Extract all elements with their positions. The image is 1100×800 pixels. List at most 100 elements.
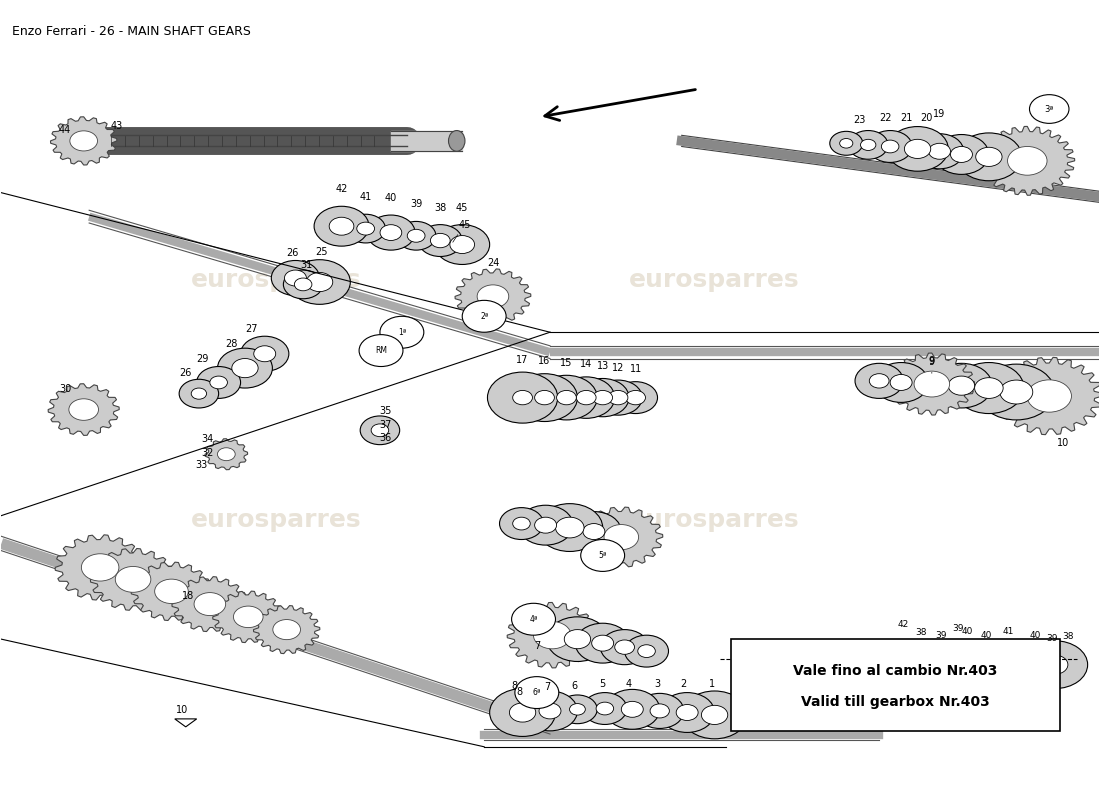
Text: 4ª: 4ª (529, 614, 538, 624)
Text: 5ª: 5ª (598, 551, 607, 560)
Circle shape (860, 139, 876, 150)
Text: eurosparres: eurosparres (190, 269, 361, 293)
Circle shape (512, 603, 556, 635)
Text: 18: 18 (182, 591, 194, 602)
Circle shape (535, 517, 557, 533)
Polygon shape (131, 562, 211, 621)
Circle shape (218, 448, 235, 461)
Circle shape (596, 702, 614, 715)
Text: Vale fino al cambio Nr.403: Vale fino al cambio Nr.403 (793, 664, 998, 678)
Circle shape (556, 517, 584, 538)
Text: 40: 40 (961, 626, 972, 635)
Text: 2: 2 (681, 679, 688, 689)
Circle shape (1008, 146, 1047, 175)
Circle shape (626, 390, 646, 405)
Circle shape (583, 523, 605, 539)
Circle shape (890, 374, 912, 390)
Circle shape (566, 512, 621, 551)
Text: 22: 22 (880, 113, 892, 123)
Circle shape (638, 645, 656, 658)
Circle shape (522, 691, 578, 731)
Circle shape (950, 146, 972, 162)
Circle shape (155, 579, 188, 603)
Circle shape (581, 539, 625, 571)
Circle shape (518, 506, 573, 545)
Text: 1ª: 1ª (398, 328, 406, 337)
Text: 23: 23 (854, 114, 866, 125)
Text: 8: 8 (516, 687, 522, 697)
Circle shape (534, 622, 571, 649)
Circle shape (379, 316, 424, 348)
Circle shape (855, 363, 903, 398)
Polygon shape (580, 507, 663, 567)
Circle shape (1000, 380, 1033, 404)
Text: 4: 4 (626, 679, 632, 689)
Circle shape (515, 677, 559, 709)
Text: eurosparres: eurosparres (629, 507, 800, 531)
Circle shape (605, 690, 660, 730)
Circle shape (191, 388, 207, 399)
Polygon shape (889, 353, 975, 415)
Circle shape (513, 390, 532, 405)
Circle shape (430, 234, 450, 248)
Circle shape (499, 508, 543, 539)
Circle shape (576, 378, 629, 417)
Circle shape (450, 235, 474, 254)
Circle shape (956, 643, 1011, 683)
Circle shape (848, 130, 888, 159)
Circle shape (593, 390, 613, 405)
Circle shape (570, 703, 585, 715)
Circle shape (975, 378, 1003, 398)
Text: 42: 42 (898, 620, 909, 630)
Polygon shape (212, 591, 284, 642)
Circle shape (949, 657, 967, 670)
Text: 3ª: 3ª (1045, 105, 1054, 114)
Circle shape (307, 273, 332, 291)
Text: 11: 11 (629, 364, 641, 374)
Circle shape (179, 379, 219, 408)
Polygon shape (55, 535, 145, 600)
Text: 39: 39 (953, 624, 964, 633)
Circle shape (272, 261, 320, 295)
Text: 9: 9 (928, 357, 935, 374)
Text: 39: 39 (1047, 634, 1058, 642)
Circle shape (232, 358, 258, 378)
Circle shape (1042, 655, 1068, 674)
Text: 36: 36 (379, 434, 392, 443)
Circle shape (360, 416, 399, 445)
Circle shape (116, 566, 151, 592)
Polygon shape (980, 126, 1075, 195)
Circle shape (194, 593, 226, 615)
Circle shape (254, 346, 276, 362)
Circle shape (829, 131, 862, 155)
Circle shape (371, 424, 388, 437)
Text: 5: 5 (600, 679, 606, 689)
Ellipse shape (449, 130, 465, 151)
Circle shape (289, 260, 350, 304)
Polygon shape (51, 117, 117, 165)
Circle shape (284, 270, 323, 298)
Text: 34: 34 (201, 434, 213, 444)
Text: 40: 40 (1030, 630, 1041, 639)
Circle shape (509, 703, 536, 722)
Circle shape (676, 705, 698, 721)
Text: 7: 7 (534, 641, 540, 650)
Text: 16: 16 (538, 356, 551, 366)
Text: 1: 1 (710, 679, 715, 689)
Circle shape (608, 390, 628, 405)
Circle shape (329, 218, 354, 235)
Circle shape (583, 693, 627, 725)
Text: 15: 15 (560, 358, 573, 368)
Circle shape (948, 376, 975, 395)
Circle shape (976, 147, 1002, 166)
Circle shape (407, 230, 425, 242)
Text: 24: 24 (487, 258, 499, 268)
Circle shape (881, 140, 899, 153)
Circle shape (241, 336, 289, 371)
Text: 32: 32 (201, 448, 213, 458)
Circle shape (564, 630, 591, 649)
Circle shape (889, 654, 913, 672)
Text: 8: 8 (512, 681, 518, 690)
Text: 17: 17 (516, 354, 529, 365)
Circle shape (601, 630, 649, 665)
